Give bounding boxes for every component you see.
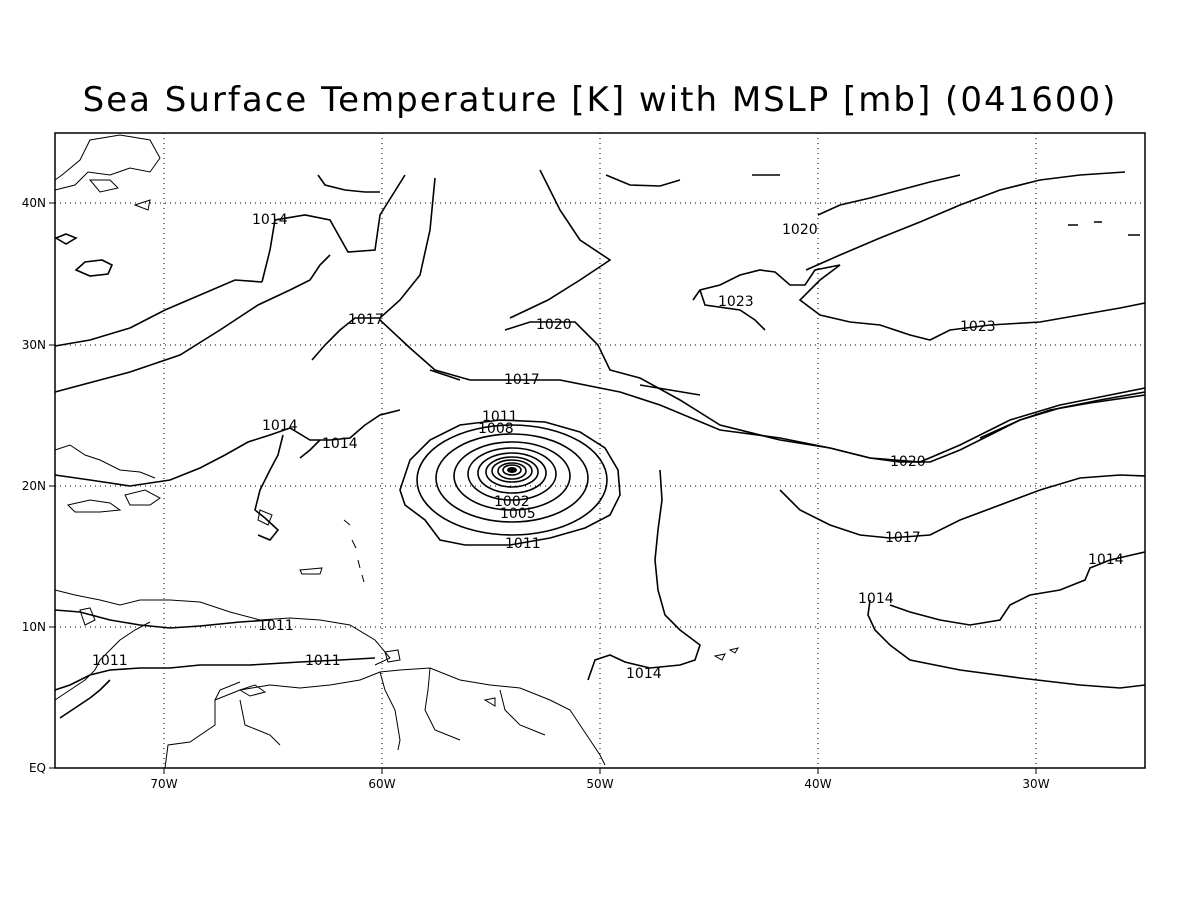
contour-label: 1017 bbox=[504, 372, 540, 388]
contour-labels: 1014 1017 1020 1023 1020 1023 1017 1014 … bbox=[92, 212, 1124, 682]
coastlines bbox=[54, 134, 740, 769]
contour-label: 1020 bbox=[536, 317, 572, 333]
contour-label: 1014 bbox=[626, 666, 662, 682]
x-tick-label: 60W bbox=[368, 777, 395, 791]
contour-label: 1011 bbox=[482, 409, 518, 425]
contour-label: 1023 bbox=[718, 294, 754, 310]
contour-label: 1014 bbox=[322, 436, 358, 452]
y-tick-label: 30N bbox=[22, 338, 46, 352]
x-tick-label: 50W bbox=[586, 777, 613, 791]
contour-label: 1014 bbox=[1088, 552, 1124, 568]
contour-label: 1011 bbox=[92, 653, 128, 669]
contour-label: 1017 bbox=[885, 530, 921, 546]
x-tick-label: 40W bbox=[804, 777, 831, 791]
graticule bbox=[55, 133, 1145, 768]
contour-label: 1008 bbox=[478, 421, 514, 437]
y-tick-label: 20N bbox=[22, 479, 46, 493]
contour-label: 1014 bbox=[262, 418, 298, 434]
y-tick-label: 40N bbox=[22, 196, 46, 210]
x-tick-label: 30W bbox=[1022, 777, 1049, 791]
contour-label: 1020 bbox=[890, 454, 926, 470]
y-tick-label: 10N bbox=[22, 620, 46, 634]
contour-label: 1020 bbox=[782, 222, 818, 238]
chart-title: Sea Surface Temperature [K] with MSLP [m… bbox=[82, 80, 1118, 120]
y-tick-label: EQ bbox=[29, 761, 46, 775]
isobars bbox=[54, 169, 1146, 719]
contour-label: 1011 bbox=[305, 653, 341, 669]
contour-label: 1011 bbox=[258, 618, 294, 634]
contour-label: 1023 bbox=[960, 319, 996, 335]
contour-label: 1014 bbox=[858, 591, 894, 607]
contour-label: 1002 bbox=[494, 494, 530, 510]
contour-label: 1017 bbox=[348, 312, 384, 328]
storm-center bbox=[399, 419, 621, 546]
contour-label: 1005 bbox=[500, 506, 536, 522]
x-tick-label: 70W bbox=[150, 777, 177, 791]
contour-label: 1011 bbox=[505, 536, 541, 552]
contour-label: 1014 bbox=[252, 212, 288, 228]
